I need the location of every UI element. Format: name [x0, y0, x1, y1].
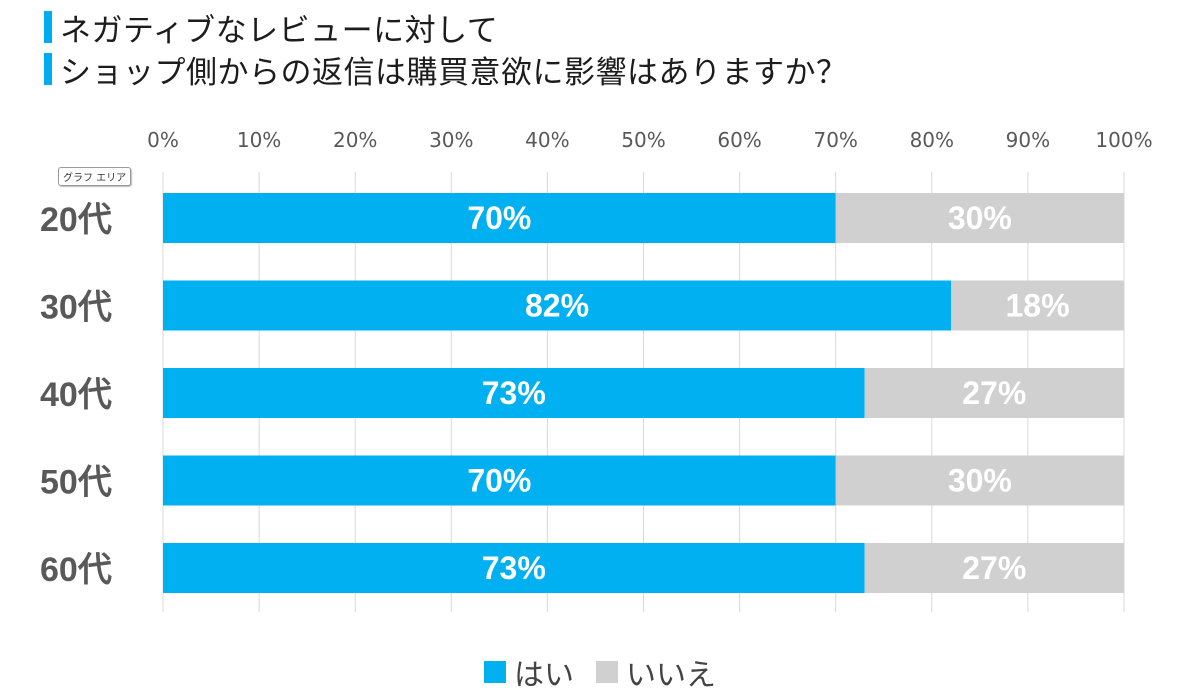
x-tick-label: 20% — [333, 128, 377, 152]
data-label: 73% — [482, 550, 546, 586]
bar-yes — [163, 193, 836, 243]
title-accent-bar — [44, 11, 52, 43]
data-label: 73% — [482, 375, 546, 411]
legend: はい いいえ — [0, 650, 1200, 694]
bar-no — [864, 543, 1124, 593]
category-label: 20代 — [40, 201, 112, 239]
category-label: 30代 — [40, 289, 112, 327]
bar-no — [835, 193, 1124, 243]
legend-label: いいえ — [626, 658, 716, 693]
legend-item: はい — [484, 650, 574, 694]
x-tick-label: 70% — [813, 128, 857, 152]
x-tick-label: 10% — [237, 128, 281, 152]
chart-area-tooltip: グラフ エリア — [58, 167, 132, 186]
x-tick-label: 100% — [1095, 128, 1152, 152]
bar-no — [864, 368, 1124, 418]
title-text-1: ネガティブなレビューに対して — [60, 12, 499, 49]
data-label: 30% — [948, 463, 1012, 499]
x-tick-label: 80% — [910, 128, 954, 152]
data-label: 18% — [1005, 288, 1069, 324]
data-label: 70% — [467, 463, 531, 499]
legend-swatch — [596, 661, 618, 683]
legend-item: いいえ — [596, 650, 716, 694]
chart-title: ネガティブなレビューに対して ショップ側からの返信は購買意欲に影響はありますか？ — [44, 6, 848, 91]
category-label: 50代 — [40, 464, 112, 502]
data-label: 82% — [525, 288, 589, 324]
title-text-2: ショップ側からの返信は購買意欲に影響はありますか？ — [60, 54, 848, 91]
category-label: 60代 — [40, 551, 112, 589]
x-tick-label: 60% — [717, 128, 761, 152]
x-tick-label: 30% — [429, 128, 473, 152]
title-line-1: ネガティブなレビューに対して — [44, 6, 848, 49]
bar-no — [951, 280, 1124, 331]
bar-yes — [163, 455, 836, 506]
x-tick-label: 90% — [1006, 128, 1050, 152]
bar-yes — [163, 543, 865, 593]
x-tick-label: 0% — [147, 128, 179, 152]
chart-svg: 0% 10% 20% 30% 40% 50% 60% 70% 80% 90% 100% 20代 70% 3… — [40, 128, 1153, 612]
data-label: 27% — [962, 550, 1026, 586]
category-label: 40代 — [40, 376, 112, 414]
data-label: 30% — [948, 200, 1012, 236]
title-line-2: ショップ側からの返信は購買意欲に影響はありますか？ — [44, 48, 848, 91]
bar-no — [835, 455, 1124, 506]
x-tick-label: 40% — [525, 128, 569, 152]
data-label: 70% — [467, 200, 531, 236]
legend-swatch — [484, 661, 506, 683]
x-tick-label: 50% — [621, 128, 665, 152]
legend-label: はい — [514, 658, 574, 693]
title-accent-bar — [44, 53, 52, 85]
bar-yes — [163, 368, 865, 418]
bar-yes — [163, 280, 952, 331]
data-label: 27% — [962, 375, 1026, 411]
